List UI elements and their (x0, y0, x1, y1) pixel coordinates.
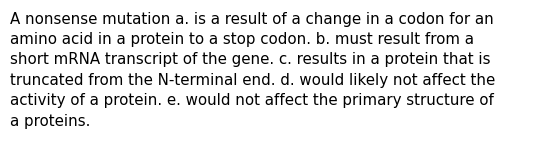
Text: A nonsense mutation a. is a result of a change in a codon for an
amino acid in a: A nonsense mutation a. is a result of a … (10, 12, 496, 129)
